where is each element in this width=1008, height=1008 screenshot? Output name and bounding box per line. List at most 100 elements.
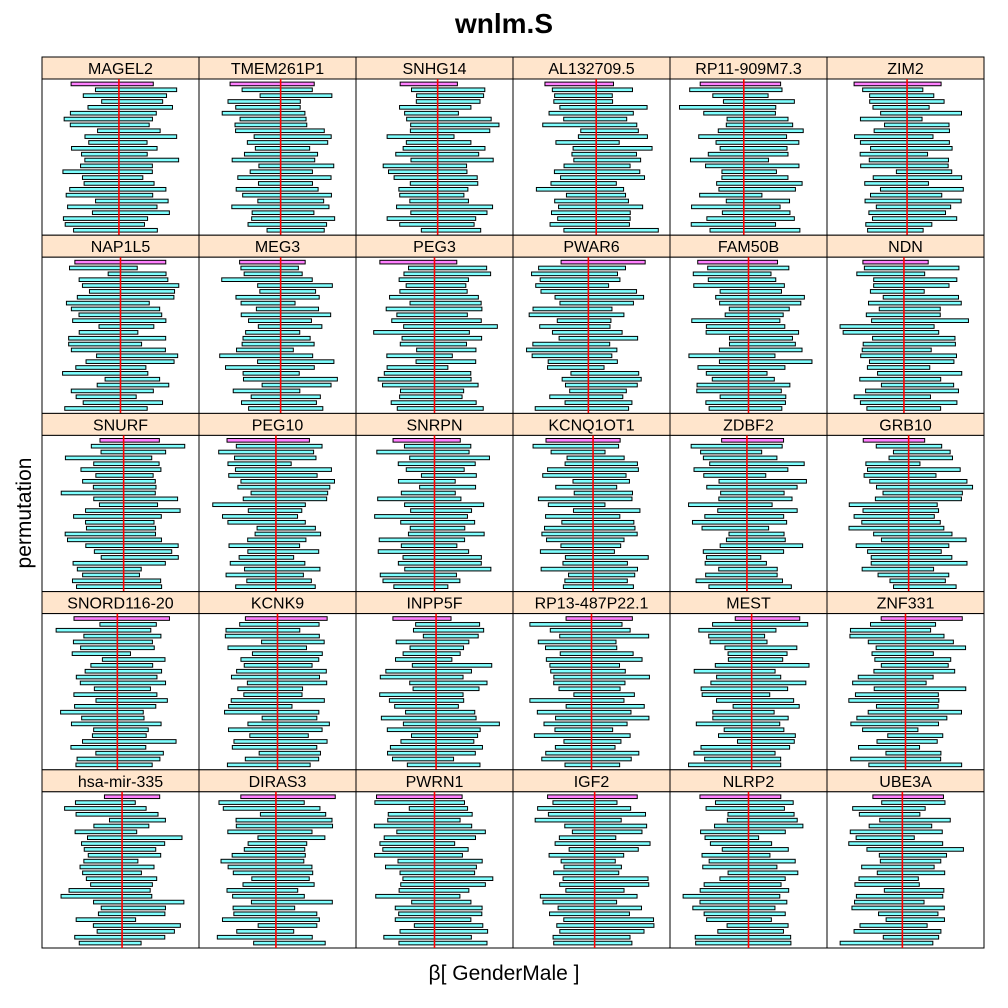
permutation-bar (87, 105, 173, 110)
permutation-bar (232, 905, 296, 911)
permutation-bar (712, 622, 809, 627)
permutation-bar (235, 105, 301, 110)
permutation-bar (222, 806, 321, 811)
permutation-bar (724, 645, 798, 651)
permutation-bar (848, 525, 945, 531)
permutation-bar (237, 175, 332, 180)
permutation-bar (80, 163, 153, 169)
permutation-bar (75, 811, 159, 817)
permutation-bar (101, 657, 166, 662)
permutation-bar (892, 449, 951, 455)
permutation-bar (556, 923, 655, 928)
permutation-bar (87, 852, 162, 858)
permutation-bar (554, 93, 613, 98)
permutation-bar (532, 341, 611, 347)
permutation-bar (701, 692, 771, 697)
permutation-bar (563, 864, 622, 870)
permutation-bar (696, 382, 791, 388)
permutation-bar (266, 227, 325, 233)
permutation-bar (226, 762, 311, 768)
permutation-bar (717, 929, 784, 934)
permutation-bar (529, 698, 625, 703)
permutation-bar (81, 283, 180, 288)
permutation-bar (82, 93, 168, 98)
permutation-bar (700, 829, 786, 835)
permutation-bar (712, 715, 789, 721)
permutation-bar (219, 353, 314, 359)
permutation-bar (885, 917, 945, 922)
permutation-bar (261, 715, 318, 721)
permutation-bar (550, 181, 617, 186)
permutation-bar (850, 756, 942, 762)
permutation-bar (722, 99, 795, 104)
permutation-bar (702, 864, 778, 870)
permutation-bar (244, 566, 321, 572)
panel: PEG3 (355, 234, 514, 414)
permutation-bar (573, 692, 635, 697)
permutation-bar (693, 283, 785, 288)
permutation-bar (402, 146, 486, 151)
observed-bar (545, 438, 621, 443)
permutation-bar (563, 116, 628, 122)
permutation-bar (693, 467, 789, 472)
permutation-bar (872, 105, 930, 110)
permutation-bar (247, 537, 307, 543)
permutation-bar (409, 198, 469, 204)
permutation-bar (383, 934, 472, 940)
permutation-bar (410, 508, 473, 513)
permutation-bar (726, 116, 789, 122)
permutation-bar (400, 739, 475, 744)
permutation-bar (395, 639, 470, 645)
permutation-bar (725, 537, 786, 543)
permutation-bar (64, 455, 153, 461)
permutation-bar (259, 289, 317, 294)
permutation-bar (868, 762, 963, 768)
permutation-bar (559, 633, 650, 639)
permutation-bar (569, 388, 627, 394)
permutation-bar (222, 514, 299, 519)
permutation-bar (396, 406, 484, 411)
permutation-bar (577, 134, 648, 139)
permutation-bar (87, 835, 183, 841)
panel: SNURF (41, 412, 200, 593)
permutation-bar (558, 835, 617, 841)
permutation-bar (712, 93, 769, 98)
permutation-bar (394, 704, 459, 709)
permutation-bar (870, 555, 953, 560)
permutation-bar (875, 484, 974, 490)
permutation-bar (727, 870, 799, 876)
permutation-bar (234, 467, 332, 472)
permutation-bar (561, 519, 635, 525)
permutation-bar (552, 934, 631, 940)
panel-label: PWAR6 (563, 239, 619, 256)
permutation-bar (879, 858, 942, 864)
permutation-bar (714, 823, 804, 829)
permutation-bar (700, 449, 763, 455)
permutation-bar (554, 727, 614, 733)
panel-label: PEG3 (413, 239, 456, 256)
permutation-bar (376, 449, 470, 455)
permutation-bar (92, 923, 181, 928)
permutation-bar (565, 704, 645, 709)
observed-bar (699, 794, 782, 800)
permutation-bar (867, 227, 924, 233)
permutation-bar (851, 905, 945, 911)
permutation-bar (422, 633, 479, 639)
permutation-bar (81, 841, 166, 846)
permutation-bar (382, 163, 468, 169)
permutation-bar (882, 490, 963, 496)
observed-bar (862, 259, 929, 265)
permutation-bar (405, 140, 472, 145)
permutation-bar (55, 627, 152, 633)
permutation-bar (704, 514, 785, 519)
panel: PWAR6 (512, 234, 671, 414)
permutation-bar (700, 686, 789, 692)
permutation-bar (69, 265, 138, 271)
observed-bar (376, 794, 463, 800)
permutation-bar (839, 324, 935, 329)
permutation-bar (74, 704, 157, 709)
permutation-bar (728, 306, 790, 312)
permutation-bar (849, 633, 945, 639)
permutation-bar (254, 531, 322, 537)
permutation-bar (532, 443, 620, 449)
